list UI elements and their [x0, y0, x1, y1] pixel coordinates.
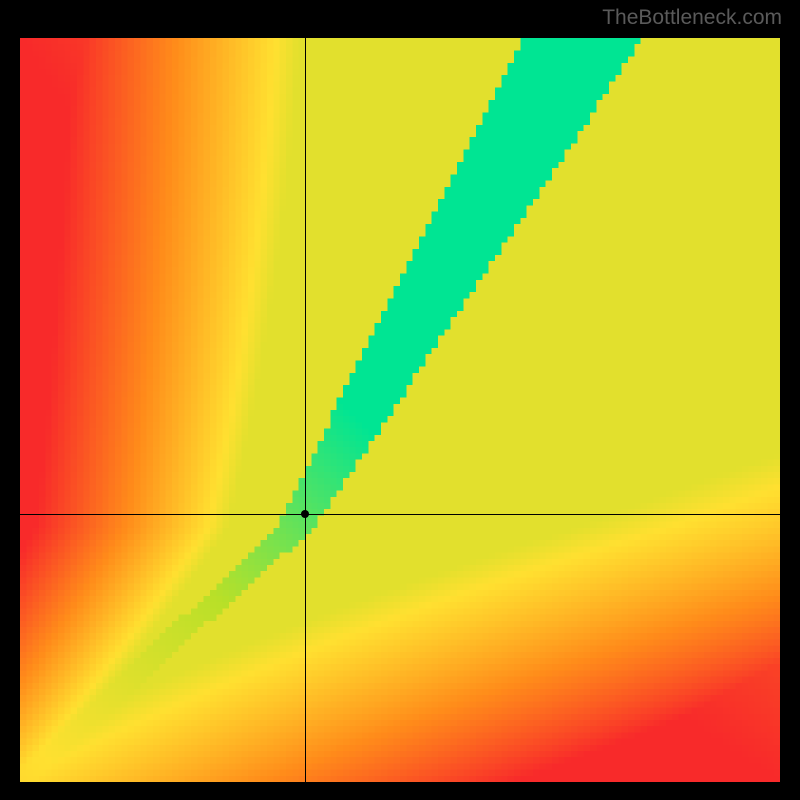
crosshair-vertical [305, 38, 306, 782]
heatmap-canvas [20, 38, 780, 782]
crosshair-horizontal [20, 514, 780, 515]
heatmap-chart [20, 38, 780, 782]
marker-dot [301, 510, 309, 518]
watermark-text: TheBottleneck.com [602, 6, 782, 30]
